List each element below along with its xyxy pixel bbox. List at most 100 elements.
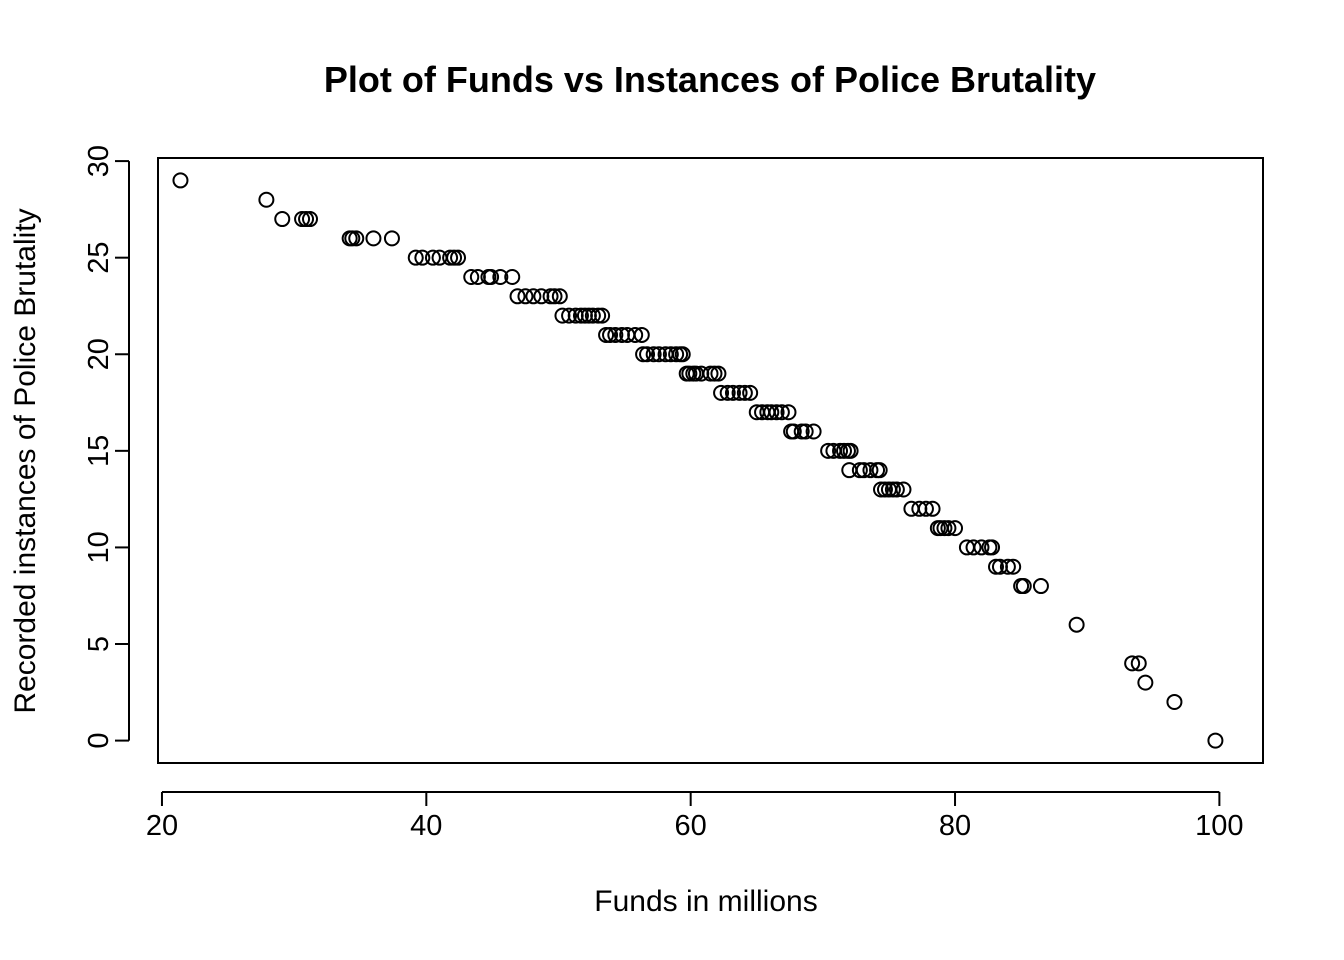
data-point — [780, 404, 797, 421]
data-point — [924, 500, 941, 517]
data-point — [344, 230, 361, 247]
data-point — [546, 288, 563, 305]
data-point — [298, 211, 315, 228]
data-point — [274, 211, 291, 228]
data-point — [492, 268, 509, 285]
data-point — [517, 288, 534, 305]
data-point — [876, 481, 893, 498]
y-tick-label: 0 — [83, 733, 115, 749]
data-point — [383, 230, 400, 247]
data-point — [424, 249, 441, 266]
data-point — [584, 307, 601, 324]
data-point — [1015, 578, 1032, 595]
data-point — [1068, 616, 1085, 633]
data-point — [662, 346, 679, 363]
data-point — [483, 268, 500, 285]
data-point — [446, 249, 463, 266]
data-point — [635, 346, 652, 363]
y-axis: 0 5 10 15 20 25 30 — [83, 145, 130, 749]
data-point — [973, 539, 990, 556]
data-point — [602, 326, 619, 343]
data-point — [594, 307, 611, 324]
data-point — [442, 249, 459, 266]
data-point — [572, 307, 589, 324]
data-point — [820, 442, 837, 459]
data-point — [936, 520, 953, 537]
data-point — [773, 404, 790, 421]
data-point — [302, 211, 319, 228]
data-point — [551, 288, 568, 305]
data-point — [862, 462, 879, 479]
x-tick-label: 20 — [146, 810, 178, 842]
y-tick-label: 20 — [83, 338, 115, 370]
data-point — [793, 423, 810, 440]
data-point — [917, 500, 934, 517]
data-point — [525, 288, 542, 305]
x-tick-label: 60 — [675, 810, 707, 842]
data-point — [797, 423, 814, 440]
data-point — [999, 558, 1016, 575]
data-point — [561, 307, 578, 324]
data-point — [627, 326, 644, 343]
data-point — [1137, 674, 1154, 691]
data-point — [832, 442, 849, 459]
data-point — [348, 230, 365, 247]
data-point — [463, 268, 480, 285]
data-point — [768, 404, 785, 421]
data-point — [702, 365, 719, 382]
data-point — [407, 249, 424, 266]
data-point — [947, 520, 964, 537]
x-tick-label: 80 — [939, 810, 971, 842]
data-point — [590, 307, 607, 324]
data-point — [763, 404, 780, 421]
data-point — [450, 249, 467, 266]
data-point — [414, 249, 431, 266]
data-point — [650, 346, 667, 363]
x-tick-label: 40 — [410, 810, 442, 842]
data-point — [674, 346, 691, 363]
data-point — [706, 365, 723, 382]
data-point — [736, 384, 753, 401]
y-axis-label: Recorded instances of Police Brutality — [9, 208, 42, 713]
data-point — [710, 365, 727, 382]
data-point — [598, 326, 615, 343]
data-point — [988, 558, 1005, 575]
x-axis: 20 40 60 80 100 — [146, 791, 1244, 842]
data-point — [785, 423, 802, 440]
data-point — [668, 346, 685, 363]
y-tick-label: 5 — [83, 636, 115, 652]
y-tick-label: 10 — [83, 531, 115, 563]
data-point — [742, 384, 759, 401]
y-tick-label: 30 — [83, 145, 115, 177]
data-point — [607, 326, 624, 343]
data-point — [965, 539, 982, 556]
data-point — [542, 288, 559, 305]
x-tick-label: 100 — [1195, 810, 1243, 842]
data-point — [713, 384, 730, 401]
chart-title: Plot of Funds vs Instances of Police Bru… — [324, 59, 1096, 100]
data-point — [805, 423, 822, 440]
data-point — [871, 462, 888, 479]
data-point — [504, 268, 521, 285]
data-point — [873, 481, 890, 498]
data-point — [884, 481, 901, 498]
data-point — [681, 365, 698, 382]
data-point — [258, 191, 275, 208]
data-point — [294, 211, 311, 228]
data-point — [509, 288, 526, 305]
data-point — [888, 481, 905, 498]
data-point — [1207, 732, 1224, 749]
data-point — [1124, 655, 1141, 672]
data-point — [645, 346, 662, 363]
data-point — [172, 172, 189, 189]
data-point — [365, 230, 382, 247]
data-point — [835, 442, 852, 459]
data-point — [984, 539, 1001, 556]
y-tick-label: 25 — [83, 242, 115, 274]
data-point — [724, 384, 741, 401]
data-point — [940, 520, 957, 537]
data-point — [842, 442, 859, 459]
data-point — [719, 384, 736, 401]
data-point — [851, 462, 868, 479]
data-point — [731, 384, 748, 401]
